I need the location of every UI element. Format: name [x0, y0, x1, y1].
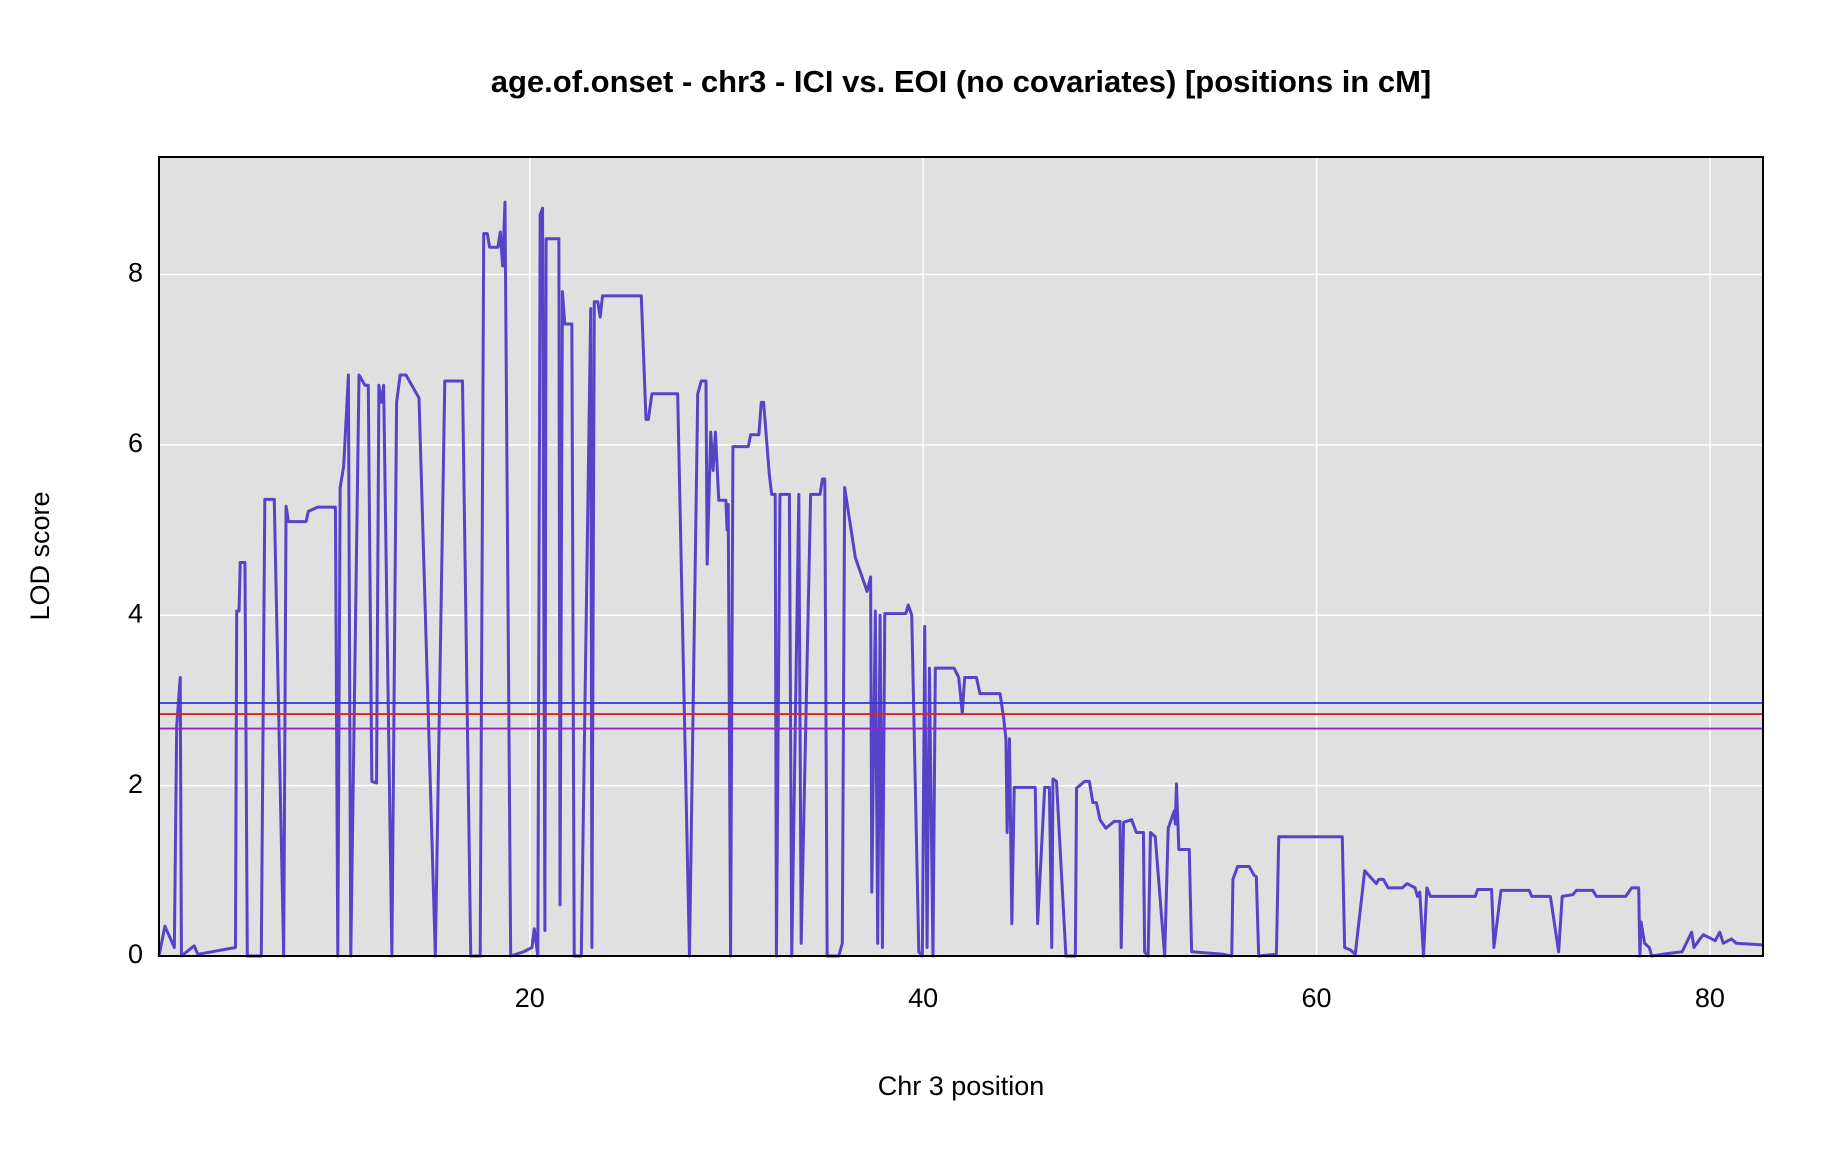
- x-tick-label: 60: [1301, 983, 1331, 1013]
- y-tick-label: 8: [128, 258, 143, 288]
- x-tick-label: 20: [515, 983, 545, 1013]
- y-tick-label: 0: [128, 939, 143, 969]
- x-tick-label: 80: [1695, 983, 1725, 1013]
- chart-title: age.of.onset - chr3 - ICI vs. EOI (no co…: [491, 64, 1432, 99]
- y-tick-label: 6: [128, 428, 143, 458]
- lod-curve: [157, 200, 1763, 958]
- x-tick-label: 40: [908, 983, 938, 1013]
- plot-border: [158, 156, 1764, 957]
- x-axis-label: Chr 3 position: [878, 1071, 1045, 1101]
- plot-area: [159, 157, 1763, 956]
- y-tick-label: 4: [128, 598, 143, 628]
- y-tick-label: 2: [128, 769, 143, 799]
- y-axis-label: LOD score: [25, 491, 55, 620]
